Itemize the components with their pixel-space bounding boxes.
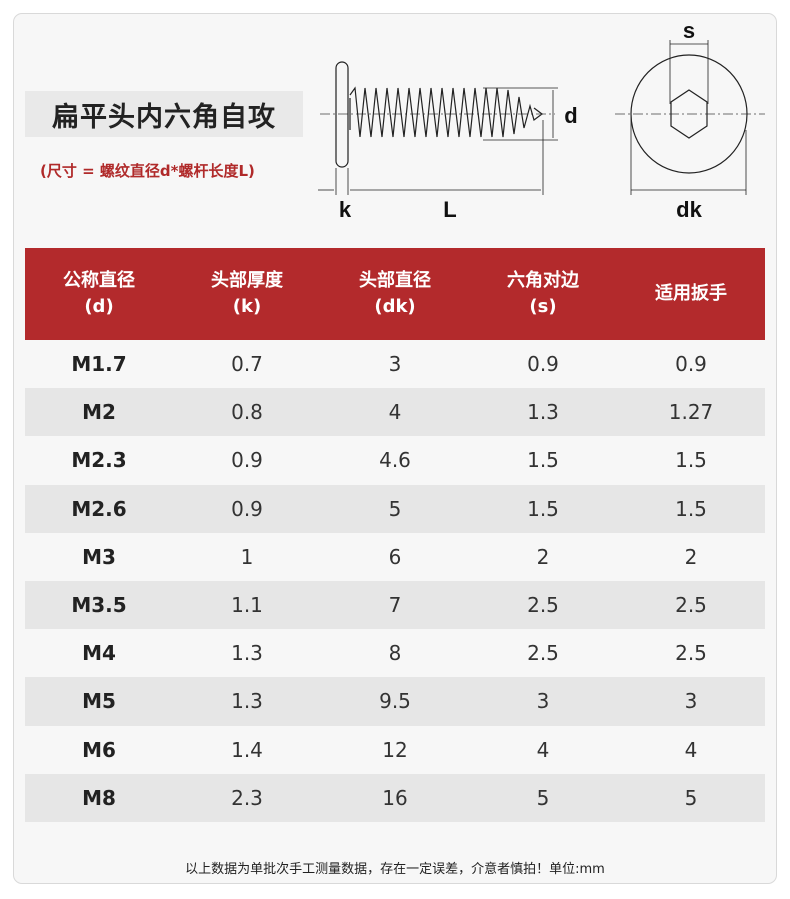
product-title: 扁平头内六角自攻 xyxy=(25,91,303,137)
table-row: M2.3 0.9 4.6 1.5 1.5 xyxy=(25,436,765,484)
table-cell: 1.3 xyxy=(527,400,559,425)
table-cell: 3 xyxy=(684,689,698,714)
table-cell: 6 xyxy=(388,544,402,569)
spec-table: 公称直径 (d) 头部厚度 (k) 头部直径 (dk) 六角对边 (s) 适用扳手 M1… xyxy=(25,248,765,822)
table-cell: 2.5 xyxy=(675,593,707,618)
table-cell: 4.6 xyxy=(379,448,411,473)
table-cell: 1.1 xyxy=(231,593,263,618)
table-row: M3 1 6 2 2 xyxy=(25,533,765,581)
table-cell: 1.5 xyxy=(527,448,559,473)
table-cell: 4 xyxy=(388,400,402,425)
table-cell: 12 xyxy=(382,737,408,762)
table-cell: 1.5 xyxy=(527,496,559,521)
table-cell: 4 xyxy=(536,737,550,762)
table-cell: 2 xyxy=(536,544,550,569)
label-s: s xyxy=(683,18,695,43)
table-cell: M5 xyxy=(82,689,116,714)
header-wrench: 适用扳手 xyxy=(655,283,727,304)
header-head-thickness: 头部厚度 (k) xyxy=(211,270,283,317)
table-row: M2 0.8 4 1.3 1.27 xyxy=(25,388,765,437)
label-d: d xyxy=(564,103,577,128)
table-cell: 1.3 xyxy=(231,689,263,714)
table-cell: 0.9 xyxy=(527,352,559,377)
table-cell: M3.5 xyxy=(71,593,127,618)
screw-head-view xyxy=(615,40,765,195)
table-cell: 0.9 xyxy=(231,448,263,473)
table-row: M5 1.3 9.5 3 3 xyxy=(25,677,765,726)
table-cell: M8 xyxy=(82,785,116,810)
table-cell: 2.5 xyxy=(527,593,559,618)
table-cell: M1.7 xyxy=(71,352,127,377)
table-cell: 2.5 xyxy=(527,641,559,666)
table-cell: 7 xyxy=(388,593,402,618)
table-cell: 1.5 xyxy=(675,448,707,473)
table-cell: 1.4 xyxy=(231,737,263,762)
table-cell: 16 xyxy=(382,785,408,810)
label-L: L xyxy=(443,197,456,222)
header-head-diameter: 头部直径 (dk) xyxy=(359,270,431,317)
table-cell: 5 xyxy=(684,785,698,810)
table-cell: M2 xyxy=(82,400,116,425)
screw-diagram: d k L s dk xyxy=(318,18,765,222)
screw-side-view xyxy=(318,61,558,195)
table-cell: 3 xyxy=(536,689,550,714)
table-cell: 2.3 xyxy=(231,785,263,810)
table-cell: 1 xyxy=(240,544,254,569)
table-cell: 1.5 xyxy=(675,496,707,521)
table-cell: 0.8 xyxy=(231,400,263,425)
table-cell: 9.5 xyxy=(379,689,411,714)
table-cell: M3 xyxy=(82,544,116,569)
table-row: M8 2.3 16 5 5 xyxy=(25,773,765,822)
table-row: M3.5 1.1 7 2.5 2.5 xyxy=(25,580,765,630)
table-cell: M4 xyxy=(82,641,116,666)
header-diameter: 公称直径 (d) xyxy=(63,270,135,317)
table-cell: 2 xyxy=(684,544,698,569)
table-row: M6 1.4 12 4 4 xyxy=(25,726,765,774)
table-cell: 2.5 xyxy=(675,641,707,666)
table-cell: 1.3 xyxy=(231,641,263,666)
size-formula: (尺寸 = 螺纹直径d*螺杆长度L) xyxy=(40,162,255,180)
label-k: k xyxy=(339,197,352,222)
table-row: M2.6 0.9 5 1.5 1.5 xyxy=(25,484,765,533)
table-cell: 3 xyxy=(388,352,402,377)
table-cell: 0.7 xyxy=(231,352,263,377)
table-cell: 1.27 xyxy=(668,400,714,425)
table-cell: 5 xyxy=(536,785,550,810)
header-hex-size: 六角对边 (s) xyxy=(507,270,579,317)
table-cell: 8 xyxy=(388,641,402,666)
footnote: 以上数据为单批次手工测量数据，存在一定误差，介意者慎拍！单位:mm xyxy=(185,862,605,877)
table-cell: 4 xyxy=(684,737,698,762)
table-header: 公称直径 (d) 头部厚度 (k) 头部直径 (dk) 六角对边 (s) 适用扳手 xyxy=(25,248,765,340)
table-cell: M6 xyxy=(82,737,116,762)
table-cell: M2.3 xyxy=(71,448,127,473)
table-cell: 5 xyxy=(388,496,402,521)
table-cell: 0.9 xyxy=(231,496,263,521)
table-row: M1.7 0.7 3 0.9 0.9 xyxy=(25,340,765,388)
table-row: M4 1.3 8 2.5 2.5 xyxy=(25,629,765,677)
label-dk: dk xyxy=(676,197,702,222)
table-cell: 0.9 xyxy=(675,352,707,377)
table-cell: M2.6 xyxy=(71,496,127,521)
